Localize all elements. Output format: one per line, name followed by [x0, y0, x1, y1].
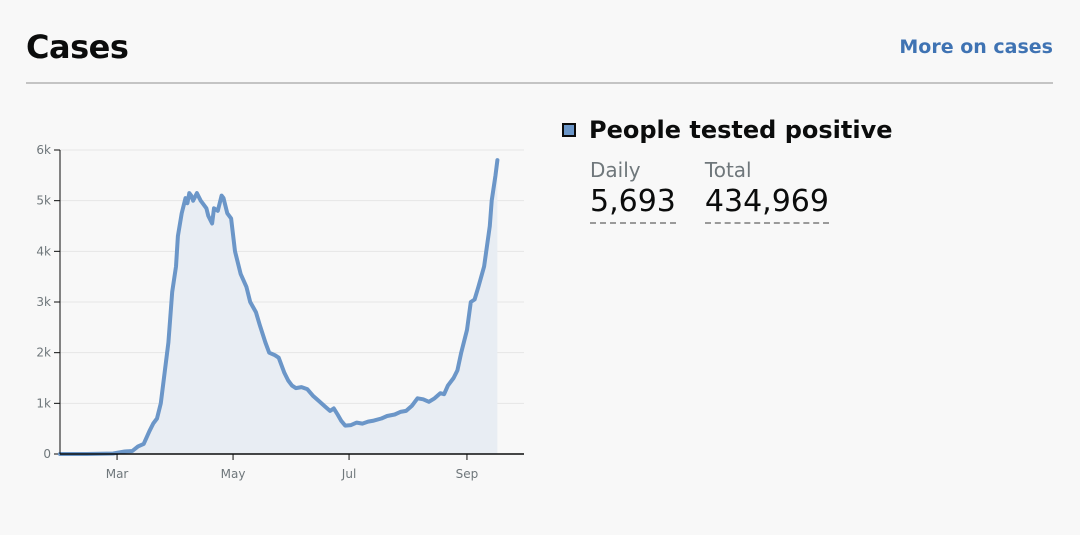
x-tick-label: May — [221, 467, 246, 481]
legend-entry: People tested positive — [562, 116, 893, 144]
card-title: Cases — [26, 28, 129, 66]
y-tick-label: 3k — [36, 295, 51, 309]
x-tick-label: Jul — [341, 467, 356, 481]
y-tick-label: 1k — [36, 396, 51, 410]
y-tick-label: 4k — [36, 244, 51, 258]
y-tick-label: 0 — [43, 447, 51, 461]
legend-swatch — [562, 123, 576, 137]
header-divider — [26, 82, 1053, 84]
legend-series-name: People tested positive — [589, 116, 893, 144]
stats-row: Daily 5,693 Total 434,969 — [590, 156, 858, 224]
series-area — [60, 160, 498, 454]
x-tick-label: Sep — [456, 467, 479, 481]
stat-total: Total 434,969 — [704, 156, 829, 224]
stat-daily: Daily 5,693 — [590, 156, 676, 224]
cases-chart: 0 1k 2k 3k 4k 5k 6k Mar May Jul Sep — [26, 130, 536, 490]
chart-legend: People tested positive — [562, 116, 893, 144]
y-tick-label: 5k — [36, 194, 51, 208]
stat-daily-value[interactable]: 5,693 — [590, 184, 676, 224]
stat-total-value[interactable]: 434,969 — [704, 184, 829, 224]
stat-daily-label: Daily — [590, 158, 641, 182]
series-line — [58, 158, 500, 456]
more-on-cases-link[interactable]: More on cases — [899, 36, 1053, 58]
cases-chart-svg: 0 1k 2k 3k 4k 5k 6k Mar May Jul Sep — [36, 143, 524, 481]
y-tick-label: 6k — [36, 143, 51, 157]
x-tick-label: Mar — [106, 467, 129, 481]
stat-total-label: Total — [704, 158, 752, 182]
y-tick-label: 2k — [36, 346, 51, 360]
